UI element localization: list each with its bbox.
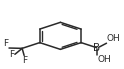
Text: OH: OH [107,34,121,43]
Text: F: F [22,56,27,65]
Text: B: B [93,43,100,53]
Text: F: F [9,50,14,59]
Text: OH: OH [97,55,111,64]
Text: F: F [3,39,8,48]
